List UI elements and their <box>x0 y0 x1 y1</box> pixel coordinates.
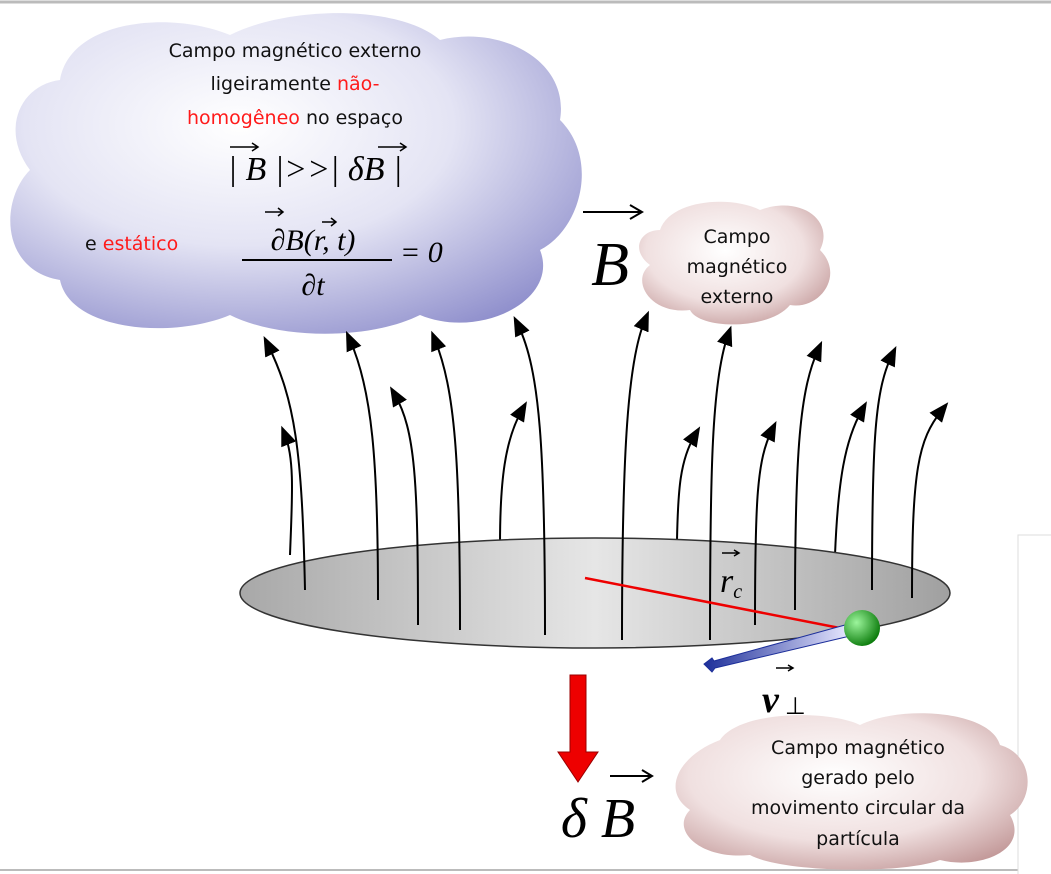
particle <box>844 610 880 646</box>
inequality: | B |>>| δB | <box>228 151 403 188</box>
vector-arrow <box>776 665 793 671</box>
cloud-text: e estático <box>85 233 178 255</box>
cloud-text: partícula <box>816 828 900 850</box>
induction-arrow <box>558 675 598 782</box>
vector-arrow <box>583 205 642 219</box>
equals: = 0 <box>400 236 443 269</box>
denominator: ∂t <box>301 269 325 302</box>
velocity-label: v⊥ <box>762 679 806 721</box>
cloud-text: homogêneo no espaço <box>187 107 403 129</box>
diagram: Campo magnético externo ligeiramente não… <box>0 0 1051 874</box>
field-label: B <box>591 231 629 299</box>
cloud-text: Campo magnético <box>771 737 945 759</box>
vector-arrow <box>610 770 652 782</box>
side-panel <box>1018 535 1051 874</box>
cloud-text: magnético <box>687 256 788 278</box>
cloud-text: ligeiramente não- <box>211 73 380 95</box>
cloud-text: externo <box>701 286 774 308</box>
cloud-text: Campo magnético externo <box>169 40 422 62</box>
cloud-text: movimento circular da <box>751 797 965 819</box>
cloud-text: Campo <box>703 226 770 248</box>
cloud-text: gerado pelo <box>801 767 915 789</box>
induced-label: δ B <box>561 788 635 850</box>
numerator: ∂B(r, t) <box>271 224 356 257</box>
